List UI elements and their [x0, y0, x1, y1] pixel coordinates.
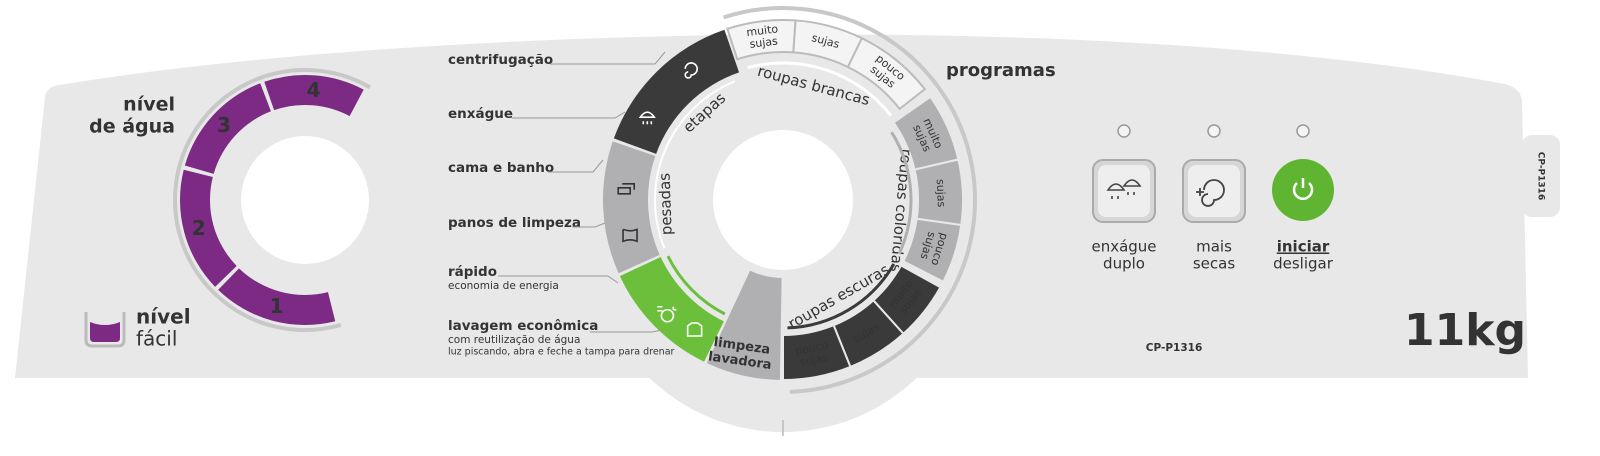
level-segment: [184, 83, 271, 174]
pesadas-label: pesadas: [655, 172, 675, 235]
button-label: secas: [1193, 255, 1235, 273]
brancas-arc: [747, 61, 893, 117]
step-note: economia de energia: [448, 280, 559, 292]
logo-text: fácil: [136, 327, 177, 351]
power-icon: [1292, 178, 1314, 200]
step-connector: [590, 329, 663, 333]
step-connector: [512, 111, 626, 119]
button-label: duplo: [1103, 255, 1145, 273]
water-level-title: de água: [89, 116, 175, 138]
model-code: CP-P1316: [1146, 342, 1203, 354]
option-button-face: [1188, 165, 1240, 217]
escuras-arc: [787, 263, 896, 330]
level-number: 2: [192, 216, 206, 240]
pesadas-segment: [603, 141, 660, 274]
step-connector: [498, 275, 619, 284]
indicator-led: [1207, 124, 1221, 138]
dial-outline: [723, 6, 977, 394]
green-arc: [666, 255, 726, 316]
step-label: lavagem econômica: [448, 318, 598, 334]
capacity: 11kg: [1404, 305, 1526, 356]
button-label: iniciar: [1277, 238, 1330, 256]
level-number: 4: [307, 78, 321, 102]
step-label: rápido: [448, 264, 497, 280]
level-segment: [264, 75, 364, 117]
level-hole: [241, 136, 369, 264]
cleaning-segment: [706, 270, 782, 380]
programs-title: programas: [946, 60, 1056, 81]
step-label: centrifugação: [448, 52, 553, 68]
coloridas-arc: [890, 131, 913, 255]
program-level-label: sujas: [749, 34, 779, 50]
step-icon: [684, 62, 698, 79]
indicator-led: [1296, 124, 1310, 138]
step-label: enxágue: [448, 106, 513, 122]
step-label: cama e banho: [448, 160, 554, 176]
program-level-label: pouco: [794, 339, 830, 358]
button-label: mais: [1196, 238, 1232, 256]
start-button[interactable]: [1272, 159, 1334, 221]
etapas-segment: [613, 29, 740, 154]
dial-hole: [713, 130, 853, 270]
step-icon: [638, 111, 656, 125]
indicator-led: [1117, 124, 1131, 138]
program-level-segment: [846, 36, 927, 111]
step-connector: [572, 222, 606, 228]
step-icon: [617, 182, 636, 195]
step-note: com reutilização de água: [448, 334, 580, 346]
logo-text: nível: [136, 305, 191, 329]
program-level-label: sujas: [934, 179, 948, 208]
side-tab: [1522, 135, 1560, 217]
level-segment: [218, 268, 336, 325]
button-icon: [1106, 179, 1142, 199]
program-level-segment: [901, 217, 963, 284]
water-level-title: nível: [123, 94, 175, 116]
level-number: 3: [217, 113, 231, 137]
inner-arc: [654, 80, 736, 249]
step-note: luz piscando, abra e feche a tampa para …: [448, 347, 675, 358]
program-level-label: sujas: [799, 351, 829, 369]
step-icon: [686, 322, 703, 337]
option-button-face: [1098, 165, 1150, 217]
level-ring: [173, 68, 371, 332]
step-connector: [548, 159, 604, 173]
step-icon: [622, 228, 638, 243]
step-icon: [657, 305, 677, 323]
side-model-code: CP-P1316: [1536, 152, 1546, 200]
logo-water: [90, 322, 120, 342]
logo-cup: [84, 312, 126, 348]
level-number: 1: [270, 294, 284, 318]
step-connector: [550, 51, 666, 65]
program-level-label: muito: [746, 22, 779, 39]
program-level-segment: [782, 323, 852, 382]
step-label: panos de limpeza: [448, 215, 581, 231]
button-label: enxágue: [1091, 238, 1156, 256]
button-label: desligar: [1273, 255, 1334, 273]
level-segment: [180, 169, 237, 287]
button-icon: [1196, 179, 1225, 207]
